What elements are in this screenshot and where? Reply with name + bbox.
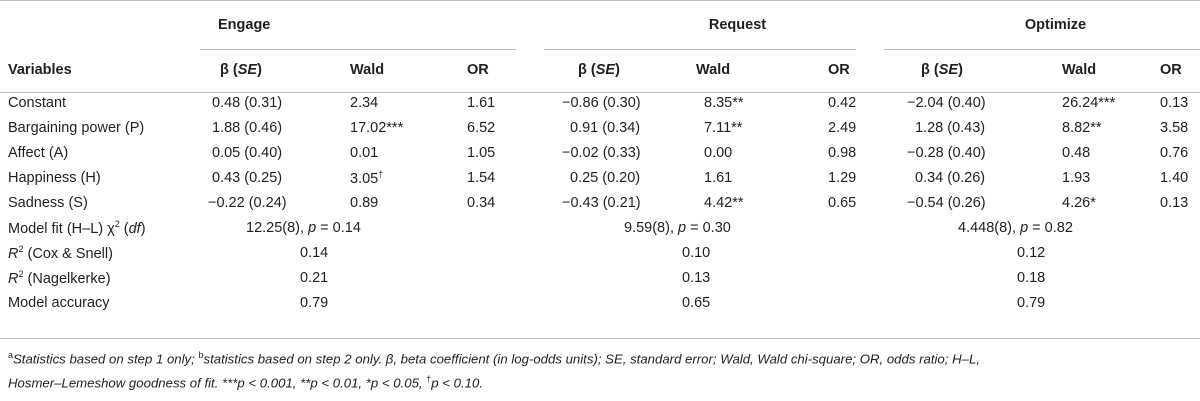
header-wald: Wald xyxy=(1062,62,1097,78)
cell: 1.61 xyxy=(467,94,496,111)
cell: 0.98 xyxy=(828,144,857,161)
cell: −0.28 (0.40) xyxy=(907,144,986,161)
cell: 4.26* xyxy=(1062,194,1096,211)
cell: 1.88 (0.46) xyxy=(212,119,283,136)
group-request: Request xyxy=(708,17,767,33)
header-or: OR xyxy=(1160,62,1182,78)
bottom-rule xyxy=(0,338,1200,339)
cell: 0.42 xyxy=(828,94,857,111)
cell: 4.42** xyxy=(704,194,744,211)
cell: 0.48 (0.31) xyxy=(212,94,283,111)
row-label: Sadness (S) xyxy=(8,194,88,211)
cell: 7.11** xyxy=(704,119,743,136)
row-label: Constant xyxy=(8,94,67,111)
cell: 8.35** xyxy=(704,94,744,111)
cell: 0.34 (0.26) xyxy=(915,169,986,186)
cell: 0.25 (0.20) xyxy=(570,169,641,186)
cell: 17.02*** xyxy=(350,119,404,136)
cell: −0.22 (0.24) xyxy=(208,194,287,211)
cell: 0.10 xyxy=(682,244,711,261)
cell: 0.05 (0.40) xyxy=(212,144,283,161)
table-row: Bargaining power (P) 1.88 (0.46) 17.02**… xyxy=(0,115,1200,140)
row-label: R2 (Cox & Snell) xyxy=(8,243,113,262)
cell: 0.43 (0.25) xyxy=(212,169,283,186)
table-row: Model accuracy 0.79 0.65 0.79 xyxy=(0,290,1200,315)
header-or: OR xyxy=(828,62,850,78)
cell: 0.00 xyxy=(704,144,733,161)
header-wald: Wald xyxy=(696,62,731,78)
request-group-rule xyxy=(544,49,856,50)
header-wald: Wald xyxy=(350,62,385,78)
cell: 0.89 xyxy=(350,194,379,211)
optimize-group-rule xyxy=(884,49,1200,50)
header-beta-se: β (SE) xyxy=(220,62,262,78)
cell: −2.04 (0.40) xyxy=(907,94,986,111)
row-label: Model accuracy xyxy=(8,294,110,311)
table-row: Happiness (H) 0.43 (0.25) 3.05† 1.54 0.2… xyxy=(0,165,1200,190)
table-row: R2 (Nagelkerke) 0.21 0.13 0.18 xyxy=(0,265,1200,290)
cell: 0.21 xyxy=(300,269,329,286)
cell: 3.05† xyxy=(350,168,384,187)
cell: 1.54 xyxy=(467,169,496,186)
cell: 0.13 xyxy=(682,269,711,286)
group-engage: Engage xyxy=(218,17,271,33)
cell: 9.59(8), p = 0.30 xyxy=(624,219,731,236)
cell: 3.58 xyxy=(1160,119,1189,136)
footnote-line-2: Hosmer–Lemeshow goodness of fit. ***p < … xyxy=(8,374,483,391)
cell: 0.13 xyxy=(1160,94,1189,111)
group-optimize: Optimize xyxy=(1024,17,1087,33)
cell: 1.61 xyxy=(704,169,733,186)
table-footnote: aStatistics based on step 1 only; bstati… xyxy=(8,345,1188,394)
cell: −0.43 (0.21) xyxy=(562,194,641,211)
row-label: Affect (A) xyxy=(8,144,69,161)
row-label: R2 (Nagelkerke) xyxy=(8,268,111,287)
cell: 0.48 xyxy=(1062,144,1091,161)
header-beta-se: β (SE) xyxy=(921,62,963,78)
cell: 0.91 (0.34) xyxy=(570,119,641,136)
footnote-line-1: aStatistics based on step 1 only; bstati… xyxy=(8,350,980,367)
header-variables: Variables xyxy=(8,62,72,78)
cell: 1.28 (0.43) xyxy=(915,119,986,136)
cell: 8.82** xyxy=(1062,119,1102,136)
header-or: OR xyxy=(467,62,489,78)
cell: 6.52 xyxy=(467,119,496,136)
cell: 2.49 xyxy=(828,119,857,136)
cell: −0.02 (0.33) xyxy=(562,144,641,161)
cell: −0.54 (0.26) xyxy=(907,194,986,211)
cell: 4.448(8), p = 0.82 xyxy=(958,219,1073,236)
cell: 0.34 xyxy=(467,194,496,211)
cell: 12.25(8), p = 0.14 xyxy=(246,219,361,236)
cell: 0.13 xyxy=(1160,194,1189,211)
cell: 0.79 xyxy=(300,294,329,311)
cell: 2.34 xyxy=(350,94,379,111)
cell: 0.01 xyxy=(350,144,379,161)
engage-group-rule xyxy=(200,49,516,50)
cell: 0.79 xyxy=(1017,294,1046,311)
top-rule xyxy=(0,0,1200,1)
cell: 0.65 xyxy=(682,294,711,311)
cell: 0.65 xyxy=(828,194,857,211)
regression-table: Engage Request Optimize Variables β (SE)… xyxy=(0,17,1200,315)
cell: 0.12 xyxy=(1017,244,1046,261)
cell: 0.14 xyxy=(300,244,329,261)
row-label: Model fit (H–L) χ2 (df) xyxy=(8,218,146,237)
table-row: Model fit (H–L) χ2 (df) 12.25(8), p = 0.… xyxy=(0,215,1200,240)
cell: −0.86 (0.30) xyxy=(562,94,641,111)
header-beta-se: β (SE) xyxy=(578,62,620,78)
cell: 1.93 xyxy=(1062,169,1091,186)
table-row: R2 (Cox & Snell) 0.14 0.10 0.12 xyxy=(0,240,1200,265)
table-row: Affect (A) 0.05 (0.40) 0.01 1.05 −0.02 (… xyxy=(0,140,1200,165)
cell: 26.24*** xyxy=(1062,94,1116,111)
row-label: Bargaining power (P) xyxy=(8,119,145,136)
cell: 1.05 xyxy=(467,144,496,161)
cell: 0.76 xyxy=(1160,144,1189,161)
table-row: Sadness (S) −0.22 (0.24) 0.89 0.34 −0.43… xyxy=(0,190,1200,215)
header-rule xyxy=(0,92,1200,93)
table-row: Constant 0.48 (0.31) 2.34 1.61 −0.86 (0.… xyxy=(0,90,1200,115)
cell: 1.40 xyxy=(1160,169,1189,186)
cell: 0.18 xyxy=(1017,269,1046,286)
cell: 1.29 xyxy=(828,169,857,186)
row-label: Happiness (H) xyxy=(8,169,101,186)
